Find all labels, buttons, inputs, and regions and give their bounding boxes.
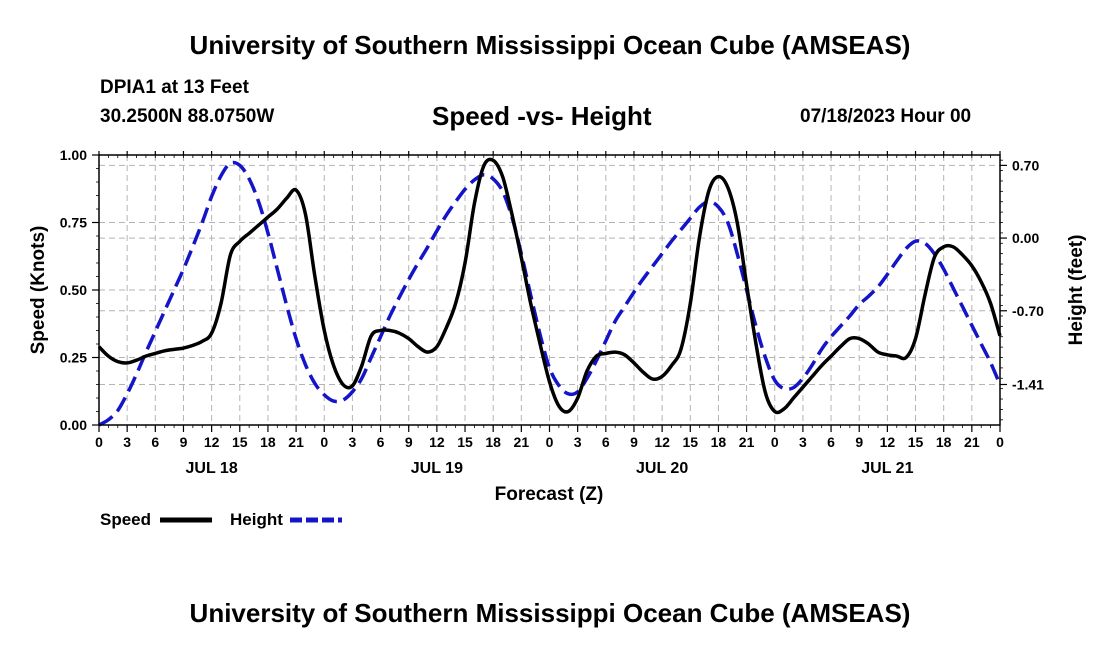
series-group xyxy=(97,157,1002,427)
speed-height-chart: 0 3 6 9 12 15 18 21 0 3 6 9 12 15 18 21 0 3 6 9 12 15 18 21 0 3 6 9… xyxy=(28,147,1087,505)
y-axis-title: Speed (Knots) xyxy=(28,226,49,355)
legend-height-swatch xyxy=(290,517,342,523)
x-tick-label: 12 xyxy=(204,434,220,450)
chart-subtitle: Speed -vs- Height xyxy=(432,101,652,131)
x-tick-label: 6 xyxy=(602,434,610,450)
forecast-datetime: 07/18/2023 Hour 00 xyxy=(800,106,972,127)
x-tick-label: 15 xyxy=(232,434,248,450)
x-tick-label: 21 xyxy=(964,434,980,450)
x-tick-label: 9 xyxy=(855,434,863,450)
x-tick-label: 0 xyxy=(546,434,554,450)
axes: 0 3 6 9 12 15 18 21 0 3 6 9 12 15 18 21 0 3 6 9 12 15 18 21 0 3 6 9… xyxy=(60,147,1044,477)
x-tick-label: 15 xyxy=(682,434,698,450)
main-title: University of Southern Mississippi Ocean… xyxy=(189,30,911,60)
x-tick-label: 18 xyxy=(260,434,276,450)
y-tick-label: 0.00 xyxy=(60,417,87,433)
x-tick-label: 12 xyxy=(429,434,445,450)
x-tick-label: 12 xyxy=(880,434,896,450)
x-tick-label: 18 xyxy=(936,434,952,450)
height-series-line xyxy=(98,160,1002,427)
x-tick-label: 3 xyxy=(349,434,357,450)
y-tick-label: 0.75 xyxy=(60,215,87,231)
day-label: JUL 20 xyxy=(636,460,688,477)
x-tick-label: 6 xyxy=(151,434,159,450)
x-tick-label: 15 xyxy=(908,434,924,450)
x-tick-label: 0 xyxy=(320,434,328,450)
x-tick-label: 9 xyxy=(180,434,188,450)
x-tick-label: 21 xyxy=(739,434,755,450)
x-tick-label: 9 xyxy=(630,434,638,450)
station-label: DPIA1 at 13 Feet xyxy=(100,77,249,98)
legend-height-label: Height xyxy=(230,510,283,529)
y-tick-label: 0.50 xyxy=(60,282,87,298)
y2-axis-title: Height (feet) xyxy=(1066,235,1087,346)
day-label: JUL 18 xyxy=(186,460,238,477)
x-tick-label: 0 xyxy=(771,434,779,450)
y2-tick-label: -1.41 xyxy=(1012,377,1044,393)
x-tick-label: 15 xyxy=(457,434,473,450)
x-tick-label: 9 xyxy=(405,434,413,450)
x-tick-label: 21 xyxy=(514,434,530,450)
y-tick-label: 0.25 xyxy=(60,350,87,366)
legend-speed-label: Speed xyxy=(100,510,152,529)
x-tick-label: 6 xyxy=(377,434,385,450)
x-tick-label: 18 xyxy=(711,434,727,450)
x-tick-label: 3 xyxy=(574,434,582,450)
station-coordinates: 30.2500N 88.0750W xyxy=(100,106,275,127)
y2-tick-label: -0.70 xyxy=(1012,303,1044,319)
day-label: JUL 21 xyxy=(861,460,913,477)
x-tick-label: 21 xyxy=(288,434,304,450)
x-tick-label: 12 xyxy=(654,434,670,450)
speed-series-line xyxy=(97,157,1002,415)
y-tick-label: 1.00 xyxy=(60,147,87,163)
x-tick-label: 18 xyxy=(485,434,501,450)
footer-title: University of Southern Mississippi Ocean… xyxy=(189,598,911,628)
x-tick-label: 0 xyxy=(95,434,103,450)
x-tick-label: 3 xyxy=(123,434,131,450)
y2-tick-label: 0.00 xyxy=(1012,230,1039,246)
day-label: JUL 19 xyxy=(411,460,463,477)
x-axis-title: Forecast (Z) xyxy=(495,484,604,505)
y2-tick-label: 0.70 xyxy=(1012,157,1039,173)
x-tick-label: 3 xyxy=(799,434,807,450)
legend-speed-swatch xyxy=(160,517,212,523)
x-tick-label: 6 xyxy=(827,434,835,450)
x-tick-label: 0 xyxy=(996,434,1004,450)
